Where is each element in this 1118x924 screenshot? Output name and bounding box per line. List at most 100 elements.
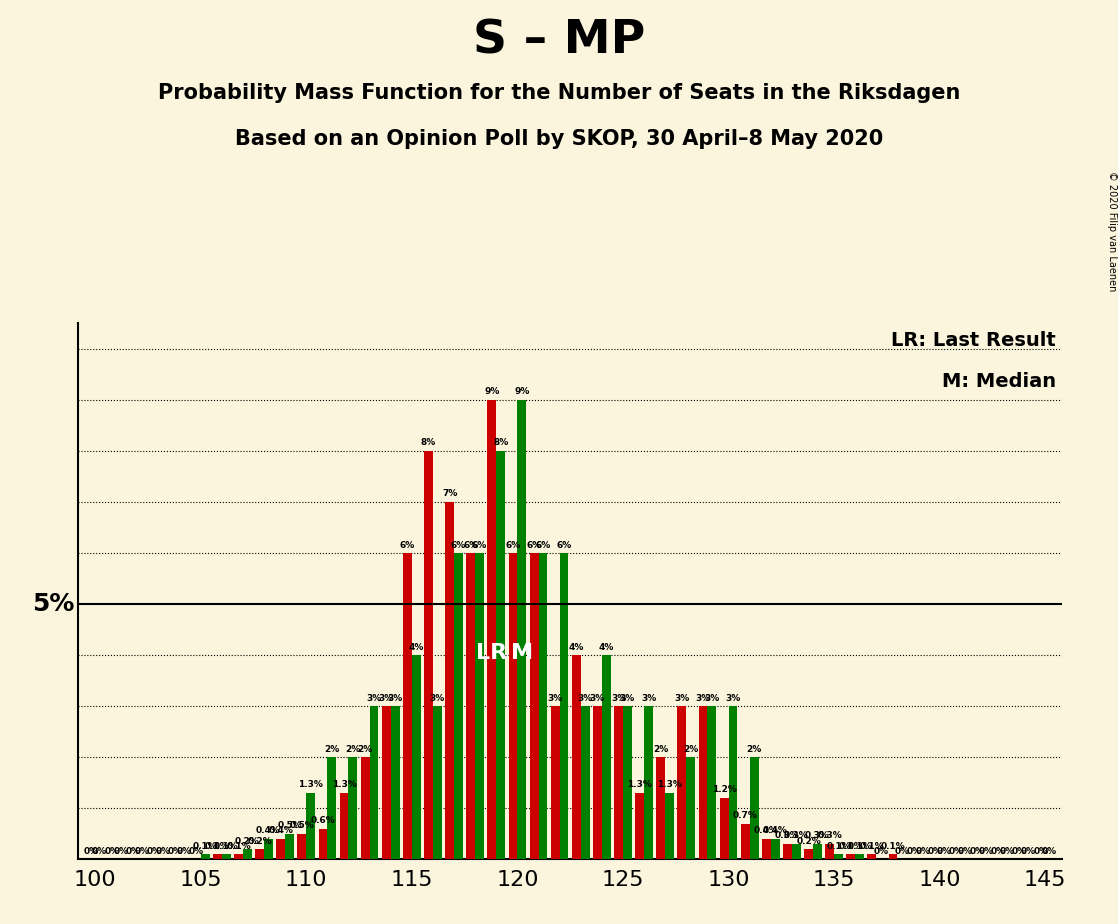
Text: 0.3%: 0.3% — [784, 832, 808, 841]
Bar — [530, 553, 539, 859]
Bar — [201, 854, 209, 859]
Bar — [623, 706, 632, 859]
Bar — [306, 793, 315, 859]
Text: 0.5%: 0.5% — [277, 821, 302, 831]
Bar — [539, 553, 548, 859]
Text: 0%: 0% — [937, 846, 951, 856]
Text: 0%: 0% — [916, 846, 930, 856]
Text: 0.1%: 0.1% — [826, 842, 851, 851]
Text: 0.1%: 0.1% — [214, 842, 238, 851]
Text: 2%: 2% — [358, 745, 372, 754]
Text: 3%: 3% — [695, 694, 711, 702]
Text: 0.4%: 0.4% — [268, 826, 293, 835]
Text: 6%: 6% — [536, 541, 550, 550]
Bar — [614, 706, 623, 859]
Text: 3%: 3% — [388, 694, 402, 702]
Text: 6%: 6% — [505, 541, 521, 550]
Text: 0.4%: 0.4% — [754, 826, 779, 835]
Text: 2%: 2% — [345, 745, 361, 754]
Text: 3%: 3% — [704, 694, 720, 702]
Bar — [340, 793, 349, 859]
Bar — [382, 706, 390, 859]
Text: 0%: 0% — [1012, 846, 1027, 856]
Text: 8%: 8% — [493, 438, 509, 447]
Text: S – MP: S – MP — [473, 18, 645, 64]
Bar — [750, 758, 758, 859]
Text: 0%: 0% — [146, 846, 162, 856]
Bar — [580, 706, 589, 859]
Bar — [593, 706, 601, 859]
Text: 0.3%: 0.3% — [805, 832, 830, 841]
Text: 4%: 4% — [598, 642, 614, 651]
Bar — [487, 400, 496, 859]
Bar — [572, 655, 580, 859]
Text: 1.3%: 1.3% — [627, 781, 652, 789]
Text: LR: Last Result: LR: Last Result — [891, 331, 1055, 350]
Bar — [783, 844, 792, 859]
Bar — [370, 706, 379, 859]
Bar — [221, 854, 230, 859]
Text: 3%: 3% — [367, 694, 381, 702]
Bar — [297, 833, 306, 859]
Bar — [644, 706, 653, 859]
Bar — [518, 400, 527, 859]
Bar — [361, 758, 370, 859]
Bar — [276, 839, 285, 859]
Text: 0%: 0% — [928, 846, 942, 856]
Text: 0%: 0% — [1021, 846, 1036, 856]
Text: 3%: 3% — [619, 694, 635, 702]
Text: 1.3%: 1.3% — [657, 781, 682, 789]
Bar — [328, 758, 337, 859]
Text: M: Median: M: Median — [941, 371, 1055, 391]
Text: 9%: 9% — [514, 387, 530, 396]
Text: 0%: 0% — [1042, 846, 1058, 856]
Text: 0%: 0% — [978, 846, 994, 856]
Text: 0.7%: 0.7% — [732, 811, 758, 820]
Bar — [433, 706, 442, 859]
Text: 0.2%: 0.2% — [247, 836, 272, 845]
Bar — [551, 706, 560, 859]
Text: 6%: 6% — [463, 541, 479, 550]
Bar — [792, 844, 800, 859]
Text: 0%: 0% — [113, 846, 129, 856]
Bar — [741, 823, 750, 859]
Bar — [813, 844, 822, 859]
Text: 3%: 3% — [641, 694, 656, 702]
Text: 0%: 0% — [907, 846, 921, 856]
Bar — [234, 854, 243, 859]
Text: 6%: 6% — [472, 541, 487, 550]
Text: 0%: 0% — [168, 846, 182, 856]
Bar — [678, 706, 686, 859]
Bar — [825, 844, 834, 859]
Text: 0.1%: 0.1% — [847, 842, 872, 851]
Text: 6%: 6% — [400, 541, 415, 550]
Text: 1.3%: 1.3% — [332, 781, 357, 789]
Bar — [411, 655, 420, 859]
Bar — [804, 849, 813, 859]
Text: LR: LR — [476, 642, 508, 663]
Text: 3%: 3% — [726, 694, 740, 702]
Bar — [699, 706, 708, 859]
Bar — [402, 553, 411, 859]
Text: 4%: 4% — [569, 642, 584, 651]
Bar — [285, 833, 294, 859]
Text: 3%: 3% — [578, 694, 593, 702]
Bar — [560, 553, 568, 859]
Bar — [264, 839, 273, 859]
Text: 0.6%: 0.6% — [311, 816, 335, 825]
Bar — [496, 451, 505, 859]
Bar — [509, 553, 518, 859]
Text: 0.3%: 0.3% — [775, 832, 799, 841]
Text: 7%: 7% — [442, 490, 457, 498]
Text: 3%: 3% — [548, 694, 562, 702]
Text: 0%: 0% — [970, 846, 985, 856]
Bar — [319, 829, 328, 859]
Text: 0%: 0% — [134, 846, 150, 856]
Bar — [729, 706, 738, 859]
Text: 9%: 9% — [484, 387, 500, 396]
Text: 0.1%: 0.1% — [881, 842, 906, 851]
Bar — [390, 706, 399, 859]
Bar — [424, 451, 433, 859]
Text: © 2020 Filip van Laenen: © 2020 Filip van Laenen — [1108, 171, 1117, 291]
Bar — [708, 706, 717, 859]
